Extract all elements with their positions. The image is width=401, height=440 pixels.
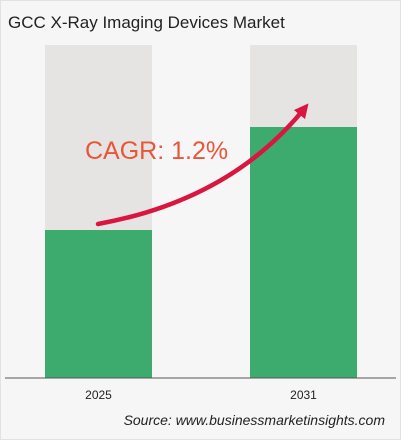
cagr-label: CAGR: 1.2%	[85, 137, 228, 165]
chart-title: GCC X-Ray Imaging Devices Market	[8, 13, 285, 32]
cagr-arrow	[95, 103, 309, 227]
bar-2031	[250, 127, 357, 378]
x-tick-label-2031: 2031	[290, 388, 317, 402]
bar-2025	[45, 230, 152, 378]
source-note: Source: www.businessmarketinsights.com	[123, 412, 385, 428]
x-tick-label-2025: 2025	[85, 388, 112, 402]
